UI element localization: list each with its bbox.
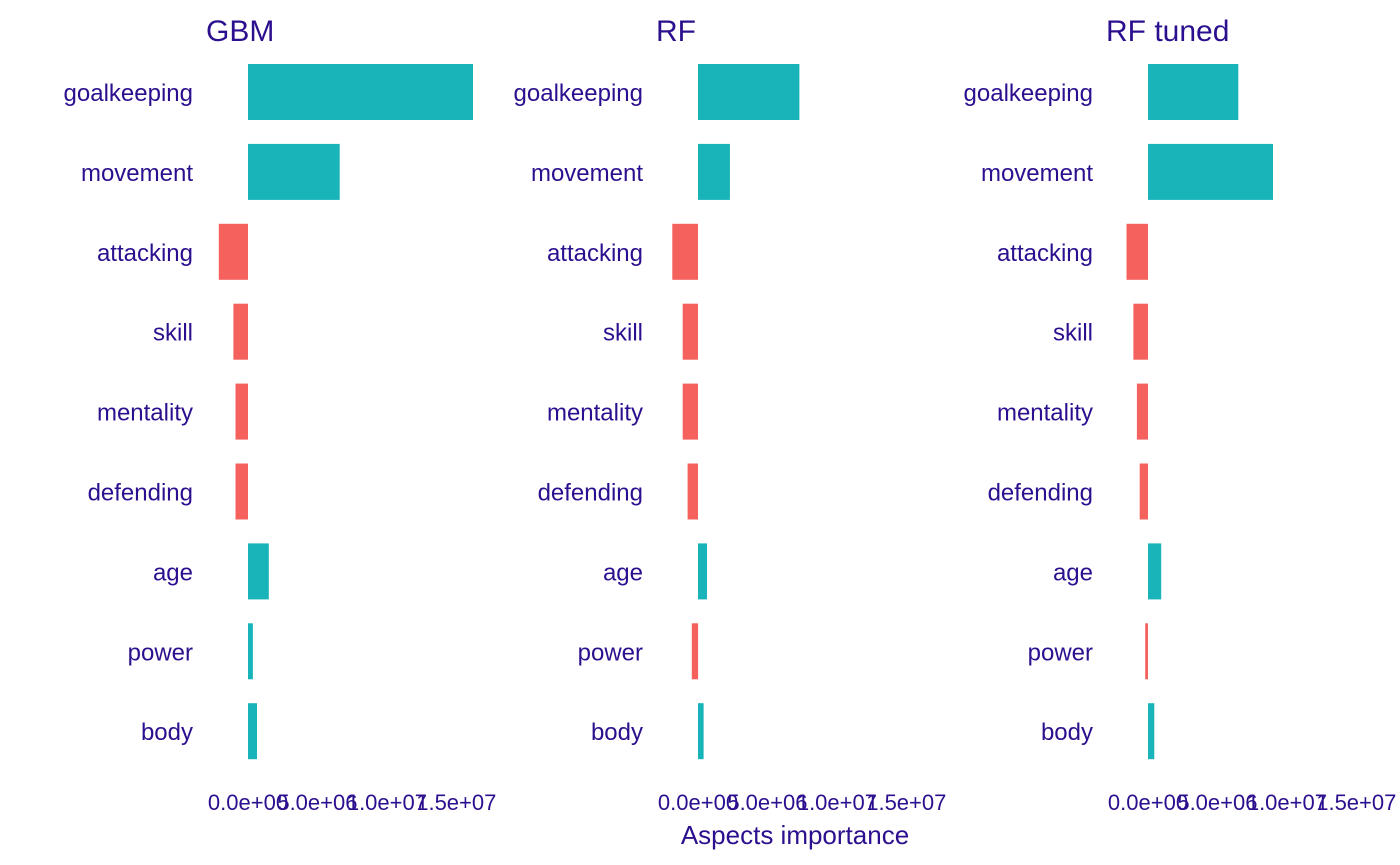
- category-label: attacking: [997, 240, 1093, 267]
- bar-age: [1148, 543, 1162, 600]
- x-tick-label: 5.0e+06: [277, 790, 357, 815]
- x-tick-label: 1.0e+07: [1247, 790, 1327, 815]
- category-label: body: [141, 719, 193, 746]
- x-axis-title: Aspects importance: [681, 820, 909, 850]
- category-label: goalkeeping: [64, 80, 193, 107]
- bar-body: [248, 703, 257, 760]
- bar-skill: [682, 303, 698, 360]
- x-tick-label: 0.0e+00: [208, 790, 288, 815]
- bar-age: [698, 543, 707, 600]
- bar-defending: [687, 463, 698, 520]
- panel-title: RF: [656, 15, 696, 48]
- category-label: movement: [531, 160, 643, 187]
- bar-power: [248, 623, 253, 680]
- bar-goalkeeping: [248, 64, 473, 120]
- bar-movement: [698, 143, 730, 200]
- bar-attacking: [218, 223, 248, 280]
- x-tick-label: 0.0e+00: [1108, 790, 1188, 815]
- bar-attacking: [672, 223, 698, 280]
- category-label: goalkeeping: [514, 80, 643, 107]
- bar-movement: [1148, 143, 1273, 200]
- category-label: goalkeeping: [964, 80, 1093, 107]
- bar-attacking: [1126, 223, 1148, 280]
- category-label: power: [128, 639, 193, 666]
- category-label: body: [591, 719, 643, 746]
- category-label: skill: [603, 320, 643, 347]
- category-label: mentality: [547, 400, 643, 427]
- bar-power: [691, 623, 699, 680]
- bar-age: [248, 543, 269, 600]
- category-label: defending: [538, 480, 643, 507]
- x-tick-label: 5.0e+06: [1177, 790, 1257, 815]
- category-label: body: [1041, 719, 1093, 746]
- panel-rf-tuned: RF tuned goalkeeping movement attacking skil…: [964, 15, 1397, 815]
- bar-body: [1148, 703, 1155, 760]
- bar-defending: [235, 463, 248, 520]
- bar-power: [1145, 623, 1148, 680]
- category-label: skill: [153, 320, 193, 347]
- panel-title: RF tuned: [1106, 15, 1229, 48]
- bar-goalkeeping: [1148, 64, 1239, 120]
- category-label: defending: [988, 480, 1093, 507]
- category-label: age: [153, 559, 193, 586]
- x-tick-label: 1.5e+07: [416, 790, 496, 815]
- category-label: mentality: [997, 400, 1093, 427]
- bar-skill: [233, 303, 248, 360]
- x-tick-label: 1.0e+07: [347, 790, 427, 815]
- panel-title: GBM: [206, 15, 274, 48]
- category-label: age: [603, 559, 643, 586]
- category-label: attacking: [97, 240, 193, 267]
- category-label: mentality: [97, 400, 193, 427]
- bar-mentality: [235, 383, 248, 440]
- bar-goalkeeping: [698, 64, 800, 120]
- category-label: attacking: [547, 240, 643, 267]
- x-tick-label: 1.5e+07: [866, 790, 946, 815]
- bar-mentality: [1136, 383, 1148, 440]
- bar-defending: [1139, 463, 1148, 520]
- x-tick-label: 5.0e+06: [727, 790, 807, 815]
- x-tick-label: 0.0e+00: [658, 790, 738, 815]
- category-label: movement: [81, 160, 193, 187]
- category-label: power: [1028, 639, 1093, 666]
- bar-movement: [248, 143, 340, 200]
- category-label: power: [578, 639, 643, 666]
- category-label: defending: [88, 480, 193, 507]
- category-label: movement: [981, 160, 1093, 187]
- x-tick-label: 1.5e+07: [1316, 790, 1396, 815]
- bar-skill: [1133, 303, 1148, 360]
- panel-gbm: GBM goalkeeping movement attacking skill ment…: [64, 15, 497, 815]
- bar-body: [698, 703, 704, 760]
- category-label: skill: [1053, 320, 1093, 347]
- panel-rf: RF goalkeeping movement attacking skill menta…: [514, 15, 947, 815]
- category-label: age: [1053, 559, 1093, 586]
- bar-mentality: [682, 383, 698, 440]
- x-tick-label: 1.0e+07: [797, 790, 877, 815]
